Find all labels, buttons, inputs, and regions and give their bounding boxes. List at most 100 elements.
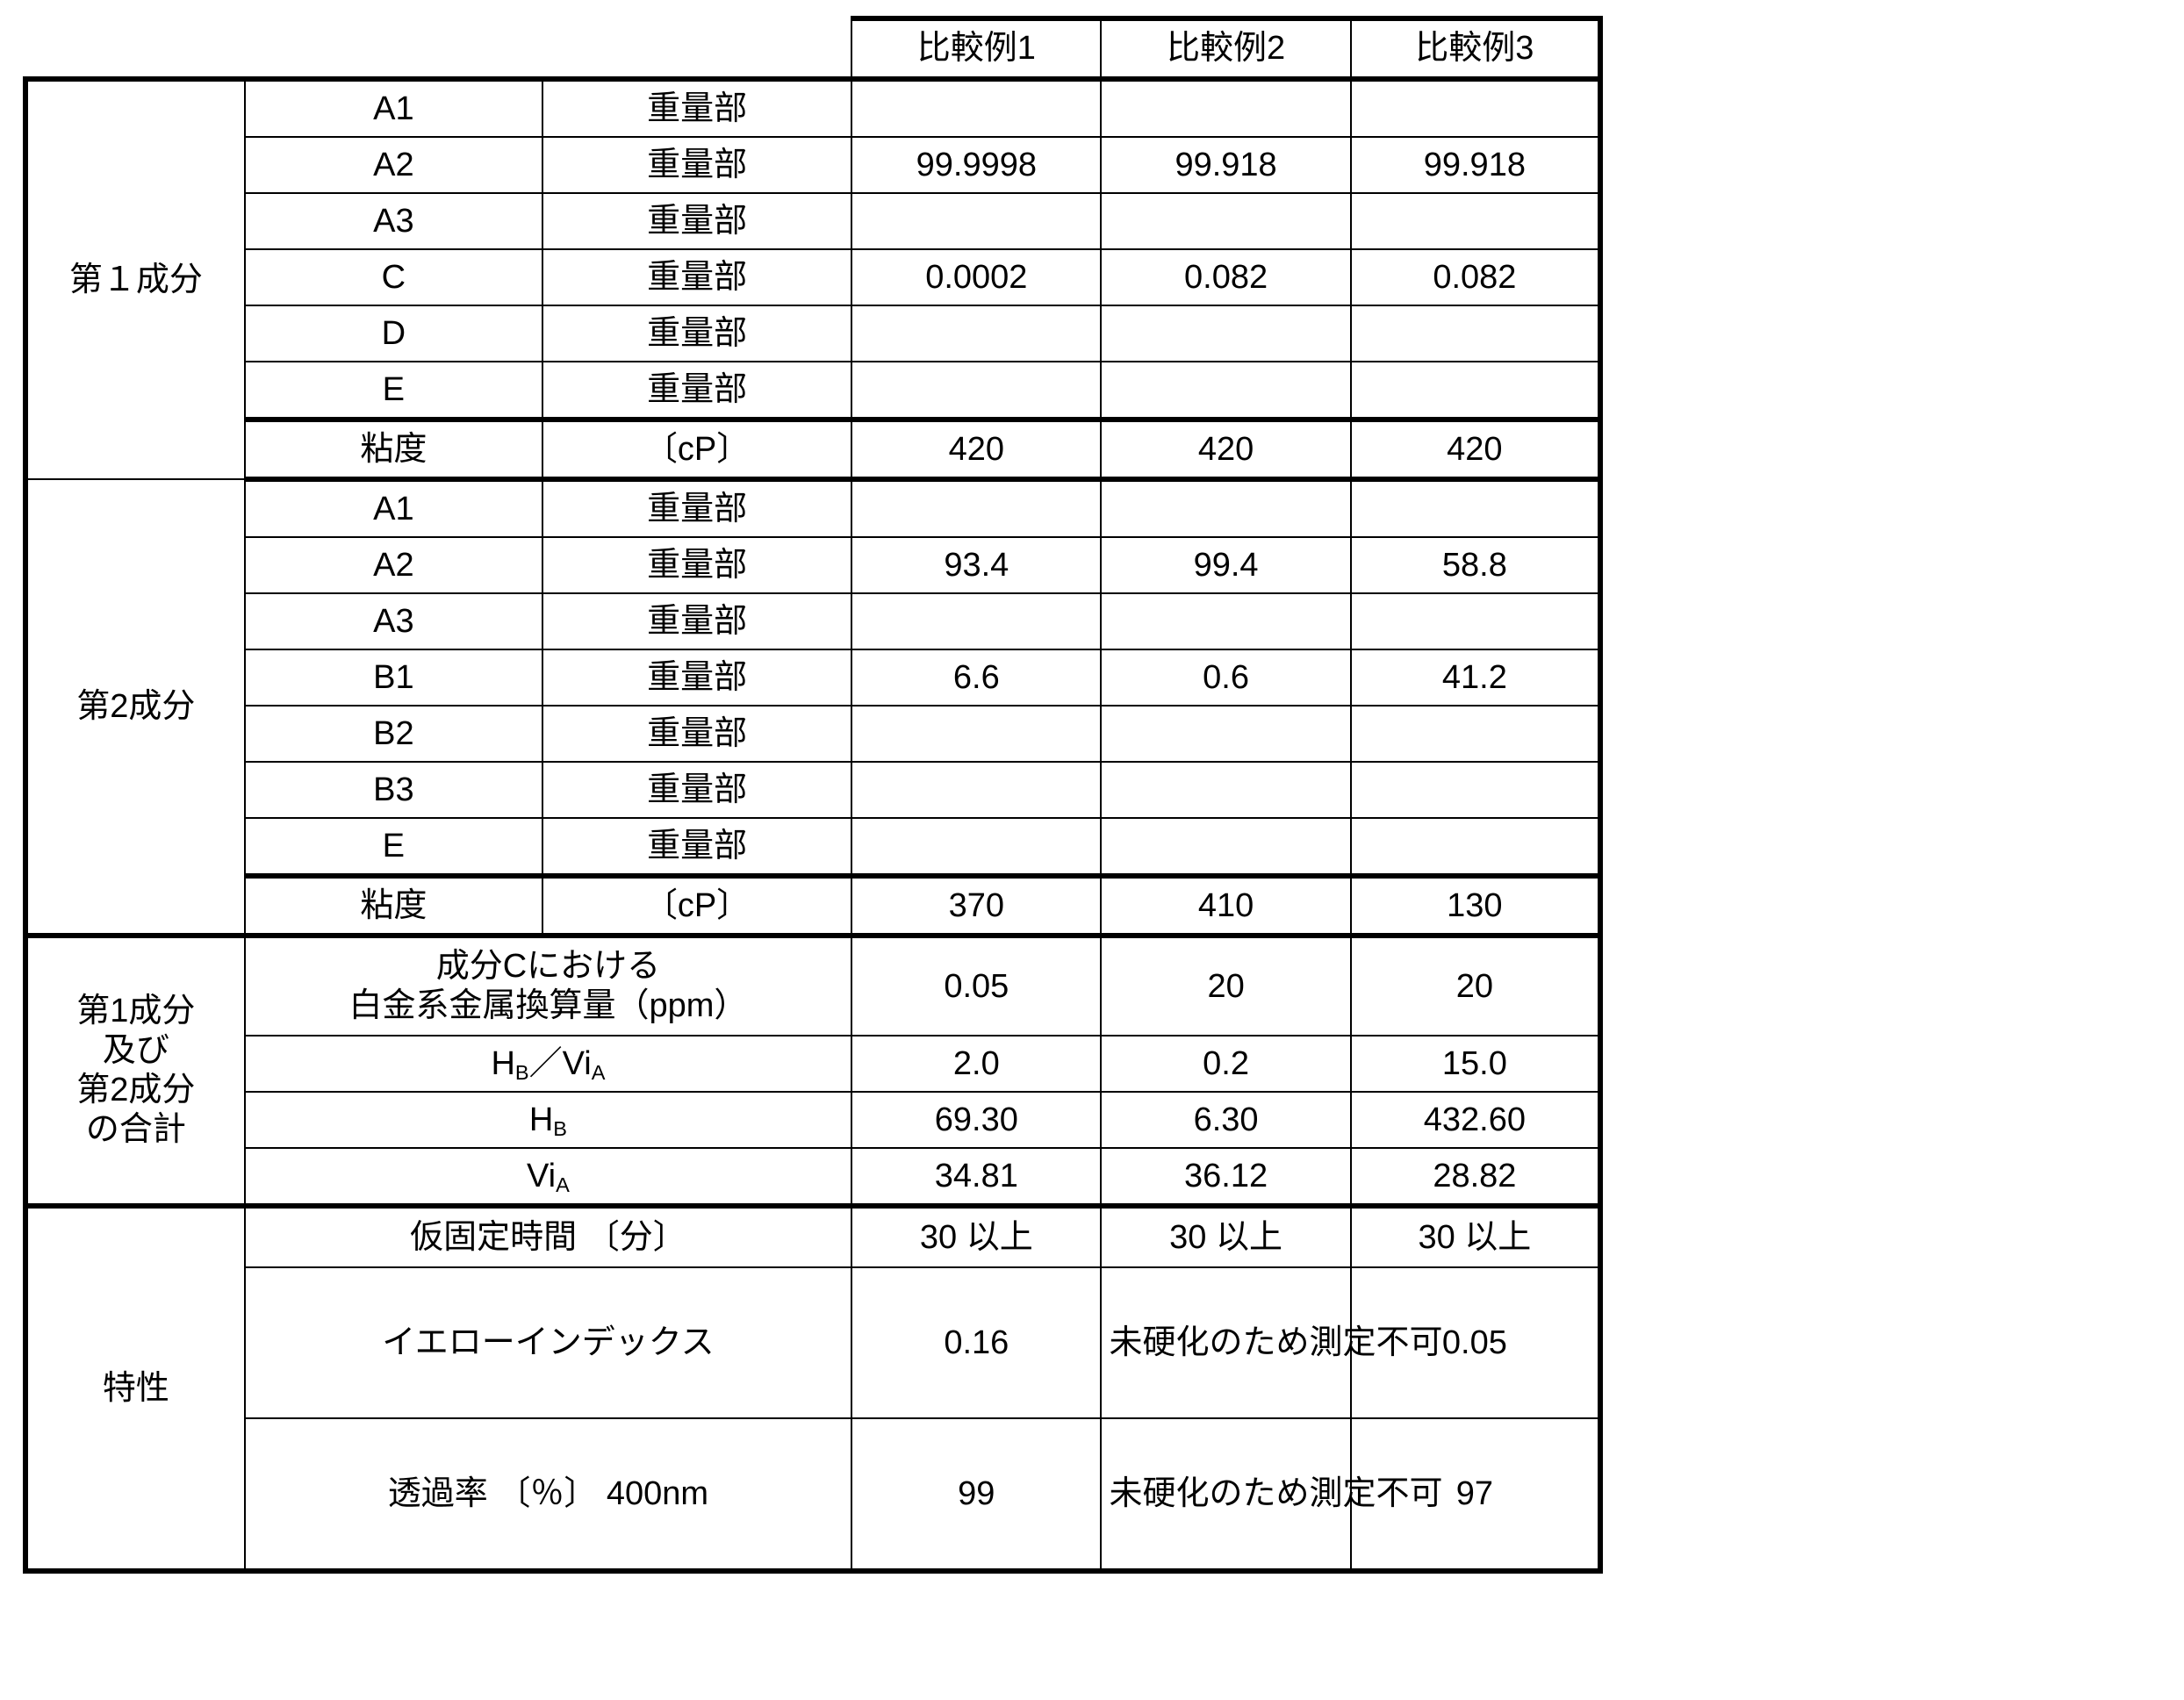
item-label: A3: [245, 193, 542, 249]
value-cell: 2.0: [851, 1036, 1101, 1092]
value-cell: 420: [851, 420, 1101, 479]
value-cell: 0.16: [851, 1267, 1101, 1418]
value-cell: 30 以上: [1101, 1206, 1350, 1267]
patent-table-page: 比較例1 比較例2 比較例3 第１成分 A1 重量部 A2 重量部 99.999…: [0, 0, 2184, 1700]
value-cell: 0.2: [1101, 1036, 1350, 1092]
item-label: 粘度: [245, 876, 542, 936]
value-cell: [851, 762, 1101, 818]
header-col-2: 比較例2: [1101, 18, 1350, 79]
group-label-total-components: 第1成分 及び 第2成分 の合計: [25, 936, 245, 1206]
table-row: HB 69.30 6.30 432.60: [25, 1092, 1600, 1148]
value-cell: [1101, 193, 1350, 249]
table-row: B1 重量部 6.6 0.6 41.2: [25, 649, 1600, 706]
item-label: A2: [245, 137, 542, 193]
table-row: B3 重量部: [25, 762, 1600, 818]
header-col-1: 比較例1: [851, 18, 1101, 79]
item-label: E: [245, 818, 542, 876]
table-row: ViA 34.81 36.12 28.82: [25, 1148, 1600, 1206]
value-cell: [1101, 818, 1350, 876]
item-label-line: 白金系金属換算量（ppm）: [253, 986, 844, 1026]
item-label: 粘度: [245, 420, 542, 479]
value-cell: 0.6: [1101, 649, 1350, 706]
unit-label: 重量部: [542, 818, 851, 876]
value-cell: 15.0: [1351, 1036, 1600, 1092]
value-cell: 99.9998: [851, 137, 1101, 193]
value-cell: [1101, 305, 1350, 362]
value-cell: 93.4: [851, 537, 1101, 593]
value-cell: [851, 818, 1101, 876]
item-label: E: [245, 362, 542, 420]
unit-label: 重量部: [542, 79, 851, 137]
table-row: C 重量部 0.0002 0.082 0.082: [25, 249, 1600, 305]
item-label-hb-via-ratio: HB／ViA: [245, 1036, 852, 1092]
value-cell: [1351, 479, 1600, 537]
unit-label: 〔cP〕: [542, 420, 851, 479]
table-row: A2 重量部 93.4 99.4 58.8: [25, 537, 1600, 593]
table-row: B2 重量部: [25, 706, 1600, 762]
value-cell: [1101, 362, 1350, 420]
header-corner-blank: [25, 18, 851, 79]
table-row: A3 重量部: [25, 193, 1600, 249]
unit-label: 重量部: [542, 537, 851, 593]
table-row: 第2成分 A1 重量部: [25, 479, 1600, 537]
value-cell: 370: [851, 876, 1101, 936]
value-cell: 0.05: [851, 936, 1101, 1036]
table-row: A2 重量部 99.9998 99.918 99.918: [25, 137, 1600, 193]
value-cell: 30 以上: [851, 1206, 1101, 1267]
value-cell: 99: [851, 1418, 1101, 1571]
value-cell: 432.60: [1351, 1092, 1600, 1148]
table-row: 粘度 〔cP〕 370 410 130: [25, 876, 1600, 936]
group-label-line: 及び: [35, 1031, 237, 1071]
unit-label: 重量部: [542, 305, 851, 362]
item-label-hb: HB: [245, 1092, 852, 1148]
value-cell-uncured: 未硬化のため測定不可: [1101, 1267, 1350, 1418]
value-cell: [1351, 193, 1600, 249]
table-header-row: 比較例1 比較例2 比較例3: [25, 18, 1600, 79]
header-col-3: 比較例3: [1351, 18, 1600, 79]
unit-label: 重量部: [542, 706, 851, 762]
value-cell: 99.918: [1351, 137, 1600, 193]
value-cell: 0.082: [1351, 249, 1600, 305]
group-label-properties: 特性: [25, 1206, 245, 1571]
value-cell: [851, 706, 1101, 762]
item-label-transmittance: 透過率 〔％〕 400nm: [245, 1418, 852, 1571]
item-label-via: ViA: [245, 1148, 852, 1206]
value-cell: [1101, 479, 1350, 537]
table-row: 粘度 〔cP〕 420 420 420: [25, 420, 1600, 479]
value-cell: 30 以上: [1351, 1206, 1600, 1267]
value-cell: 20: [1351, 936, 1600, 1036]
table-row: E 重量部: [25, 818, 1600, 876]
value-cell: [851, 305, 1101, 362]
item-label-yellow-index: イエローインデックス: [245, 1267, 852, 1418]
group-label-component-1: 第１成分: [25, 79, 245, 479]
value-cell: [1351, 762, 1600, 818]
table-row: HB／ViA 2.0 0.2 15.0: [25, 1036, 1600, 1092]
item-label: D: [245, 305, 542, 362]
item-label-platinum-equivalent: 成分Cにおける 白金系金属換算量（ppm）: [245, 936, 852, 1036]
value-cell: 58.8: [1351, 537, 1600, 593]
value-cell: [1101, 79, 1350, 137]
unit-label: 重量部: [542, 762, 851, 818]
item-label: A1: [245, 79, 542, 137]
item-label: C: [245, 249, 542, 305]
value-cell: [1101, 593, 1350, 649]
item-label: A1: [245, 479, 542, 537]
item-label: B3: [245, 762, 542, 818]
group-label-line: 第2成分: [35, 1071, 237, 1110]
value-cell: 69.30: [851, 1092, 1101, 1148]
value-cell: [1101, 762, 1350, 818]
value-cell: [851, 79, 1101, 137]
unit-label: 重量部: [542, 479, 851, 537]
value-cell: [1351, 818, 1600, 876]
group-label-line: の合計: [35, 1110, 237, 1150]
value-cell: 130: [1351, 876, 1600, 936]
value-cell: 6.6: [851, 649, 1101, 706]
comparative-example-table: 比較例1 比較例2 比較例3 第１成分 A1 重量部 A2 重量部 99.999…: [23, 16, 1603, 1574]
table-row: D 重量部: [25, 305, 1600, 362]
table-row: 第1成分 及び 第2成分 の合計 成分Cにおける 白金系金属換算量（ppm） 0…: [25, 936, 1600, 1036]
item-label: B1: [245, 649, 542, 706]
table-row: 第１成分 A1 重量部: [25, 79, 1600, 137]
unit-label: 重量部: [542, 137, 851, 193]
unit-label: 重量部: [542, 249, 851, 305]
value-cell: [1351, 305, 1600, 362]
